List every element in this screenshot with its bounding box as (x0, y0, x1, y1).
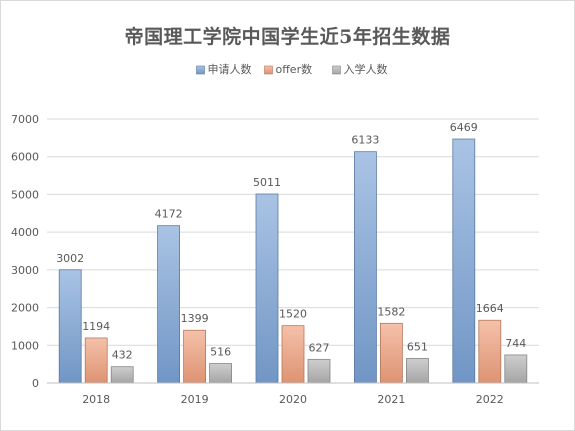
bar-2018-0 (58, 269, 82, 384)
bar-2018-2 (110, 366, 134, 384)
data-label-2022-1: 1664 (476, 302, 504, 315)
data-label-2018-2: 432 (112, 349, 133, 362)
data-label-2020-0: 5011 (253, 176, 281, 189)
data-label-2020-2: 627 (309, 341, 330, 354)
y-tick-label-2000: 2000 (11, 302, 39, 315)
legend-label-0: 申请人数 (208, 63, 252, 76)
data-label-2021-2: 651 (407, 340, 428, 353)
data-label-2019-1: 1399 (181, 312, 209, 325)
bar-2020-1 (281, 325, 305, 384)
x-tick-label-2019: 2019 (181, 393, 209, 406)
data-label-2020-1: 1520 (279, 308, 307, 321)
bar-2018-1 (84, 337, 108, 384)
bar-2021-1 (379, 322, 403, 384)
data-label-2021-0: 6133 (351, 134, 379, 147)
y-tick-label-5000: 5000 (11, 188, 39, 201)
legend-swatch-1 (264, 65, 273, 75)
data-label-2018-0: 3002 (56, 252, 84, 265)
bar-2022-0 (452, 138, 476, 384)
y-tick-label-4000: 4000 (11, 226, 39, 239)
y-tick-label-3000: 3000 (11, 264, 39, 277)
bar-2020-0 (255, 193, 279, 384)
bar-2022-2 (504, 354, 528, 384)
bar-2019-2 (209, 363, 233, 384)
legend-label-2: 入学人数 (344, 62, 388, 76)
bar-2021-0 (353, 151, 377, 384)
bar-2019-1 (183, 329, 207, 384)
bar-2022-1 (478, 319, 502, 384)
bar-2019-0 (157, 225, 181, 384)
data-label-2018-1: 1194 (82, 320, 110, 333)
data-label-2021-1: 1582 (377, 305, 405, 318)
legend-swatch-0 (196, 65, 205, 75)
bar-2020-2 (307, 358, 331, 384)
data-label-2019-2: 516 (210, 346, 231, 359)
bar-2021-2 (405, 358, 429, 384)
y-tick-label-1000: 1000 (11, 339, 39, 352)
legend-swatch-2 (332, 65, 341, 75)
x-tick-label-2021: 2021 (377, 393, 405, 406)
x-tick-label-2020: 2020 (279, 393, 307, 406)
x-tick-label-2022: 2022 (476, 393, 504, 406)
y-tick-label-0: 0 (32, 377, 39, 390)
y-tick-label-7000: 7000 (11, 113, 39, 126)
y-tick-label-6000: 6000 (11, 151, 39, 164)
x-tick-label-2018: 2018 (82, 393, 110, 406)
data-label-2019-0: 4172 (155, 208, 183, 221)
data-label-2022-0: 6469 (450, 121, 478, 134)
chart-title: 帝国理工学院中国学生近5年招生数据 (124, 26, 451, 48)
data-label-2022-2: 744 (505, 337, 526, 350)
legend-label-1: offer数 (276, 63, 313, 76)
